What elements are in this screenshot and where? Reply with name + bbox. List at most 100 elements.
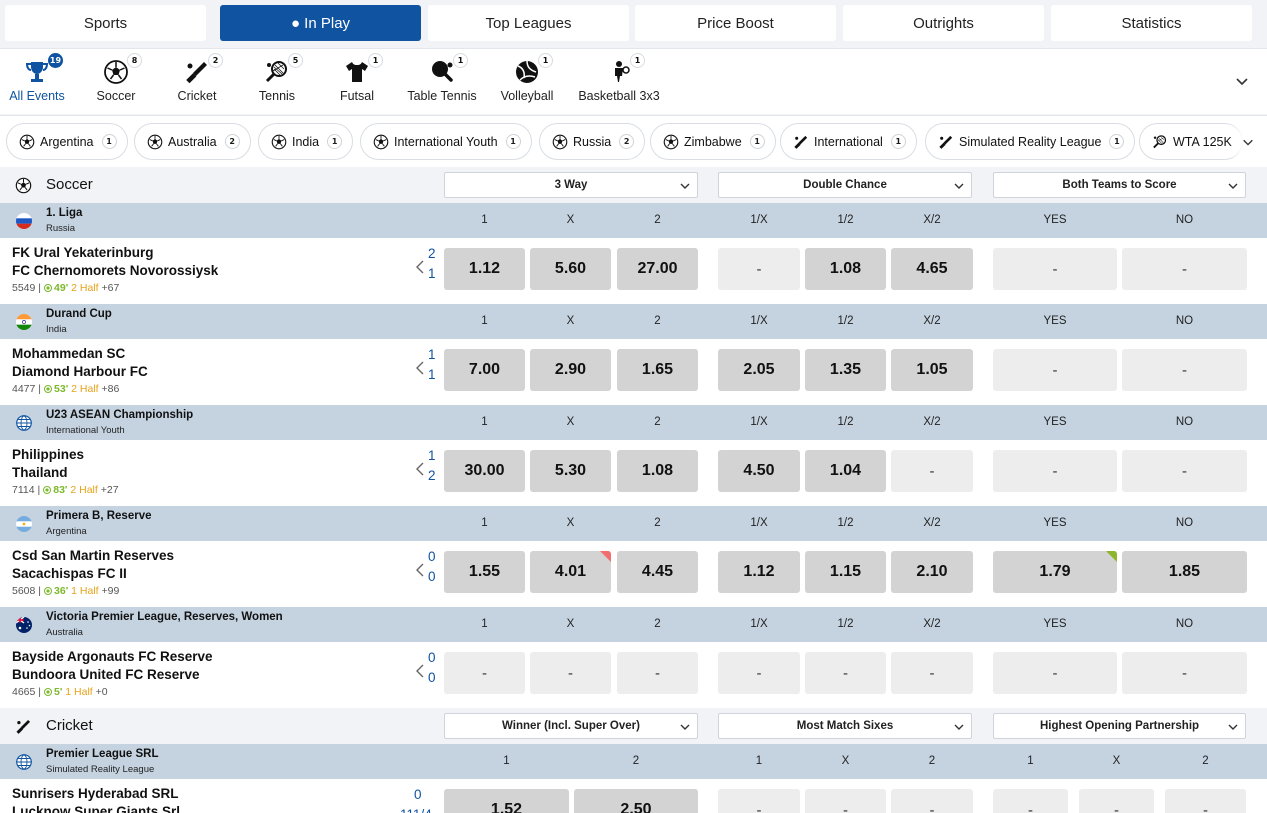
- odds-button[interactable]: 1.55: [444, 551, 525, 593]
- odds-button[interactable]: 1.08: [617, 450, 698, 492]
- league-name[interactable]: 1. Liga: [46, 207, 83, 219]
- league-name[interactable]: Primera B, Reserve: [46, 510, 152, 522]
- odds-button[interactable]: 1.04: [805, 450, 886, 492]
- chips-scroll-right[interactable]: [1229, 116, 1267, 167]
- market-column-label: 1/2: [837, 618, 854, 630]
- home-team[interactable]: FK Ural Yekaterinburg: [12, 245, 154, 260]
- region-chip-zimbabwe[interactable]: Zimbabwe 1: [650, 123, 776, 160]
- away-team[interactable]: FC Chernomorets Novorossiysk: [12, 263, 219, 278]
- odds-button[interactable]: 1.12: [718, 551, 800, 593]
- odds-button[interactable]: 5.60: [530, 248, 611, 290]
- odds-button[interactable]: 4.50: [718, 450, 800, 492]
- soccer-ball-icon: [271, 134, 287, 149]
- more-markets-count[interactable]: +0: [95, 686, 108, 698]
- sport-count-badge: 1: [538, 53, 553, 68]
- sport-filter-futsal[interactable]: 1 Futsal: [302, 49, 412, 115]
- odds-button[interactable]: 2.50: [574, 789, 698, 813]
- sport-filter-volleyball[interactable]: 1 Volleyball: [472, 49, 582, 115]
- odds-button: -: [718, 652, 800, 694]
- table-tennis-paddle-icon: 1: [428, 53, 468, 86]
- odds-down-icon: [600, 551, 611, 562]
- chip-count: 1: [101, 134, 117, 149]
- home-team[interactable]: Bayside Argonauts FC Reserve: [12, 649, 213, 664]
- market-select-2[interactable]: Highest Opening Partnership: [993, 713, 1246, 739]
- league-name[interactable]: Victoria Premier League, Reserves, Women: [46, 611, 283, 623]
- region-chip-international[interactable]: International 1: [780, 123, 917, 160]
- more-markets-count[interactable]: +99: [101, 585, 120, 597]
- chevron-down-icon[interactable]: [1235, 74, 1249, 88]
- live-icon: [44, 587, 53, 595]
- chevron-left-icon[interactable]: [415, 259, 425, 274]
- region-chip-internationalyouth[interactable]: International Youth 1: [360, 123, 532, 160]
- chevron-left-icon[interactable]: [415, 360, 425, 375]
- market-select-0[interactable]: Winner (Incl. Super Over): [444, 713, 698, 739]
- odds-button[interactable]: 2.10: [891, 551, 973, 593]
- odds-button[interactable]: 1.85: [1122, 551, 1247, 593]
- market-select-0[interactable]: 3 Way: [444, 172, 698, 198]
- sport-filter-cricket[interactable]: 2 Cricket: [142, 49, 252, 115]
- home-team[interactable]: Mohammedan SC: [12, 346, 126, 361]
- odds-button[interactable]: 1.79: [993, 551, 1117, 593]
- odds-button[interactable]: 1.12: [444, 248, 525, 290]
- odds-button[interactable]: 1.52: [444, 789, 569, 813]
- away-score: 111/4: [400, 807, 432, 813]
- odds-button[interactable]: 27.00: [617, 248, 698, 290]
- odds-button[interactable]: 1.05: [891, 349, 973, 391]
- away-team[interactable]: Diamond Harbour FC: [12, 364, 148, 379]
- market-select-1[interactable]: Double Chance: [718, 172, 972, 198]
- region-chip-australia[interactable]: Australia 2: [134, 123, 251, 160]
- odds-button[interactable]: 1.35: [805, 349, 886, 391]
- odds-button[interactable]: 7.00: [444, 349, 525, 391]
- region-chip-argentina[interactable]: Argentina 1: [6, 123, 128, 160]
- chevron-left-icon[interactable]: [415, 461, 425, 476]
- market-select-1[interactable]: Most Match Sixes: [718, 713, 972, 739]
- home-team[interactable]: Sunrisers Hyderabad SRL: [12, 786, 179, 801]
- chevron-down-icon: [1243, 139, 1253, 146]
- region-chip-bar: Argentina 1 Australia 2 India 1 International …: [0, 115, 1267, 167]
- sport-filter-basketball3x3[interactable]: 1 Basketball 3x3: [564, 49, 674, 115]
- away-team[interactable]: Thailand: [12, 465, 68, 480]
- odds-button[interactable]: 5.30: [530, 450, 611, 492]
- market-select-2[interactable]: Both Teams to Score: [993, 172, 1246, 198]
- chevron-left-icon[interactable]: [415, 562, 425, 577]
- away-team[interactable]: Sacachispas FC II: [12, 566, 127, 581]
- region-chip-simulatedrealityleague[interactable]: Simulated Reality League 1: [925, 123, 1136, 160]
- odds-button[interactable]: 4.01: [530, 551, 611, 593]
- region-chip-russia[interactable]: Russia 2: [539, 123, 646, 160]
- tab-outrights[interactable]: Outrights: [843, 5, 1044, 41]
- more-markets-count[interactable]: +86: [101, 383, 120, 395]
- odds-button[interactable]: 4.45: [617, 551, 698, 593]
- away-team[interactable]: Lucknow Super Giants Srl: [12, 804, 181, 813]
- sport-filter-tabletennis[interactable]: 1 Table Tennis: [387, 49, 497, 115]
- tab-topleagues[interactable]: Top Leagues: [428, 5, 629, 41]
- odds-button[interactable]: 2.90: [530, 349, 611, 391]
- odds-button[interactable]: 30.00: [444, 450, 525, 492]
- region-chip-india[interactable]: India 1: [258, 123, 354, 160]
- league-name[interactable]: U23 ASEAN Championship: [46, 409, 194, 421]
- flag-icon: [16, 754, 32, 770]
- more-markets-count[interactable]: +27: [100, 484, 119, 496]
- more-markets-count[interactable]: +67: [101, 282, 120, 294]
- home-team[interactable]: Philippines: [12, 447, 85, 462]
- odds-value: 2.05: [743, 361, 775, 378]
- sport-filter-soccer[interactable]: 8 Soccer: [61, 49, 171, 115]
- tab-statistics[interactable]: Statistics: [1051, 5, 1252, 41]
- odds-button[interactable]: 1.65: [617, 349, 698, 391]
- flag-icon: [16, 314, 32, 330]
- home-team[interactable]: Csd San Martin Reserves: [12, 548, 175, 563]
- odds-button[interactable]: 4.65: [891, 248, 973, 290]
- sport-filter-tennis[interactable]: 5 Tennis: [222, 49, 332, 115]
- league-name[interactable]: Durand Cup: [46, 308, 112, 320]
- sport-filter-allevents[interactable]: 19 All Events: [0, 49, 92, 115]
- odds-button[interactable]: 2.05: [718, 349, 800, 391]
- tab-sports[interactable]: Sports: [5, 5, 206, 41]
- odds-button[interactable]: 1.15: [805, 551, 886, 593]
- market-column-label: X: [1112, 755, 1121, 767]
- away-team[interactable]: Bundoora United FC Reserve: [12, 667, 200, 682]
- tab-priceboost[interactable]: Price Boost: [635, 5, 836, 41]
- odds-button[interactable]: 1.08: [805, 248, 886, 290]
- chevron-left-icon[interactable]: [415, 663, 425, 678]
- region-chip-wta125k[interactable]: WTA 125K: [1139, 123, 1243, 160]
- tab-inplay[interactable]: ● In Play: [220, 5, 421, 41]
- league-name[interactable]: Premier League SRL: [46, 748, 159, 760]
